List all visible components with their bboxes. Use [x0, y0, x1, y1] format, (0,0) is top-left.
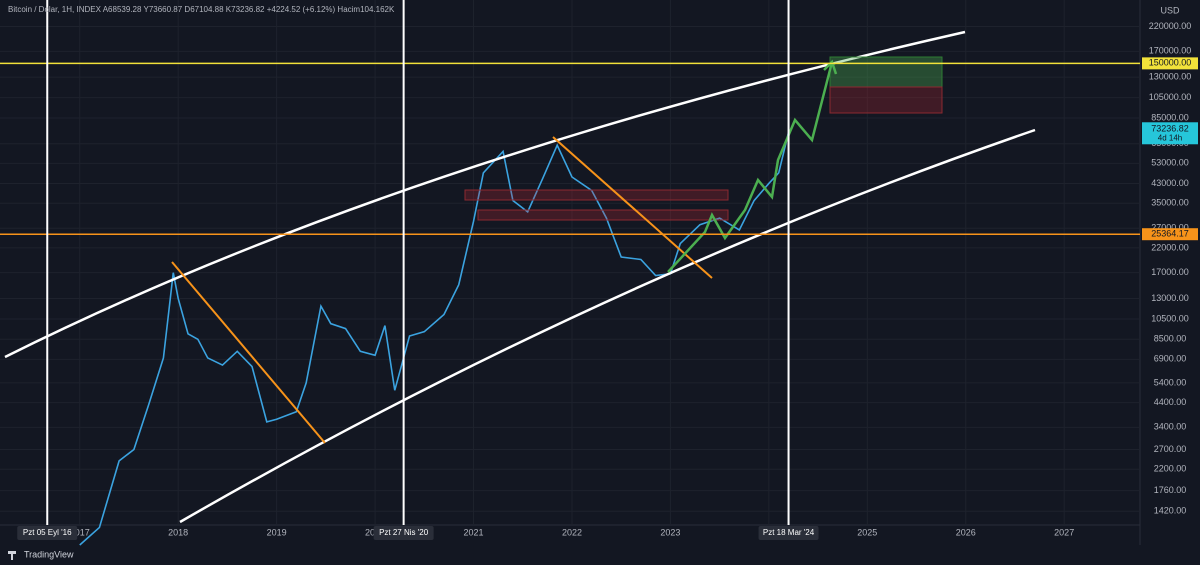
x-tick-label: 2023	[660, 527, 680, 537]
header: Bitcoin / Dolar, 1H, INDEX A68539.28 Y73…	[8, 5, 395, 14]
x-tick-label: 2022	[562, 527, 582, 537]
y-tick-label: 22000.00	[1151, 242, 1189, 252]
overlay	[0, 0, 1140, 525]
last-price-label: 73236.82	[1151, 124, 1189, 134]
y-tick-label: 5400.00	[1154, 377, 1187, 387]
currency: USD	[1160, 5, 1180, 15]
date-tag-label: Pzt 27 Nis '20	[379, 528, 429, 537]
y-tick-label: 6900.00	[1154, 354, 1187, 364]
x-tick-label: 2027	[1054, 527, 1074, 537]
resistance-zone	[477, 209, 729, 221]
y-tick-label: 1760.00	[1154, 485, 1187, 495]
y-tick-label: 3400.00	[1154, 422, 1187, 432]
y-tick-label: 8500.00	[1154, 334, 1187, 344]
x-tick-label: 2019	[267, 527, 287, 537]
price-tag	[1142, 57, 1198, 70]
countdown-label: 4d 14h	[1158, 133, 1182, 142]
y-tick-label: 2700.00	[1154, 444, 1187, 454]
y-tick-label: 35000.00	[1151, 198, 1189, 208]
y-tick-label: 27000.00	[1151, 223, 1189, 233]
price-tag	[1142, 228, 1198, 241]
x-tick-label: 2018	[168, 527, 188, 537]
x-tick-label: 2017	[70, 527, 90, 537]
target-box	[829, 56, 943, 88]
date-tag-label: Pzt 18 Mar '24	[763, 528, 815, 537]
date-tag	[758, 526, 819, 540]
lower-channel	[179, 128, 1036, 524]
trend-line	[171, 261, 326, 444]
date-tag	[373, 526, 434, 540]
x-tick-label: 2026	[956, 527, 976, 537]
upper-channel	[4, 30, 966, 359]
projection-arrow	[823, 59, 838, 75]
last-price-tag	[1142, 122, 1198, 145]
price-tag-label: 25364.17	[1151, 229, 1189, 239]
stop-box	[829, 86, 943, 114]
y-tick-label: 53000.00	[1151, 158, 1189, 168]
plot-area	[0, 0, 1140, 546]
y-tick-label: 10500.00	[1151, 313, 1189, 323]
projection-path	[667, 61, 834, 273]
y-tick-label: 1420.00	[1154, 506, 1187, 516]
y-tick-label: 130000.00	[1149, 71, 1192, 81]
x-tick-label: 2021	[464, 527, 484, 537]
y-tick-label: 4400.00	[1154, 397, 1187, 407]
brand: TradingView	[24, 549, 74, 559]
price-tag-label: 150000.00	[1149, 58, 1192, 68]
annotations	[4, 30, 1036, 524]
y-tick-label: 13000.00	[1151, 293, 1189, 303]
resistance-zone	[464, 189, 729, 201]
x-tick-label: 2025	[857, 527, 877, 537]
y-tick-label: 85000.00	[1151, 112, 1189, 122]
date-tag	[17, 526, 78, 540]
date-tag-label: Pzt 05 Eyl '16	[23, 528, 72, 537]
y-tick-label: 43000.00	[1151, 178, 1189, 188]
brand-logo	[8, 551, 16, 560]
y-tick-label: 17000.00	[1151, 267, 1189, 277]
y-tick-label: 220000.00	[1149, 21, 1192, 31]
y-tick-label: 170000.00	[1149, 46, 1192, 56]
y-tick-label: 2200.00	[1154, 464, 1187, 474]
y-tick-label: 105000.00	[1149, 92, 1192, 102]
